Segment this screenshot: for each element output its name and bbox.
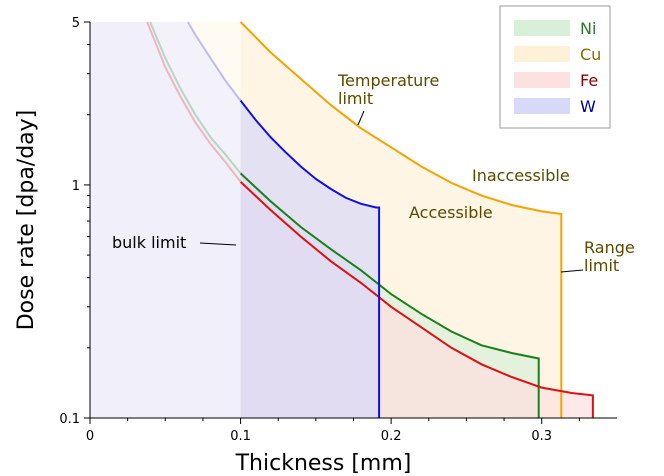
axes: 0 0.1 0.2 0.3 0.1 1 5 Thickness [mm] Dose rate [… [14,16,617,476]
annotation-bulk-limit: bulk limit [112,233,186,252]
series-lines [146,21,594,418]
y-tick-label: 5 [72,16,80,31]
y-axis-title: Dose rate [dpa/day] [14,110,39,331]
bulk-limit-pointer [199,242,237,246]
range-limit-pointer [560,269,584,273]
line-w-faint [187,21,242,102]
line-fe-faint [146,21,242,183]
legend-swatch-fe [514,72,570,88]
legend-label-w: W [580,97,596,116]
annotations: Temperature limit Inaccessible Accessible Ra… [112,71,635,275]
annotation-accessible: Accessible [409,203,493,222]
legend-label-fe: Fe [580,71,598,90]
legend-swatch-ni [514,20,570,36]
x-axis-title: Thickness [mm] [235,451,412,476]
x-tick-label: 0 [86,429,94,444]
line-fe [239,181,594,418]
annotation-temperature-limit: Temperature limit [337,71,439,108]
line-w [239,99,381,418]
legend-label-ni: Ni [580,19,596,38]
bulk-limit-shade [90,22,241,418]
legend-swatch-w [514,98,570,114]
line-cu [239,21,563,418]
legend: Ni Cu Fe W [499,5,611,129]
x-tick-label: 0.2 [381,429,402,444]
y-tick-label: 1 [72,179,80,194]
x-tick-label: 0.1 [230,429,251,444]
annotation-range-limit: Range limit [584,238,635,275]
legend-swatch-cu [514,46,570,62]
legend-label-cu: Cu [580,45,601,64]
line-ni-faint [149,21,242,175]
x-tick-label: 0.3 [531,429,552,444]
line-ni [239,172,540,418]
annotation-inaccessible: Inaccessible [472,166,570,185]
y-tick-label: 0.1 [59,412,80,427]
temperature-limit-pointer [357,110,365,126]
